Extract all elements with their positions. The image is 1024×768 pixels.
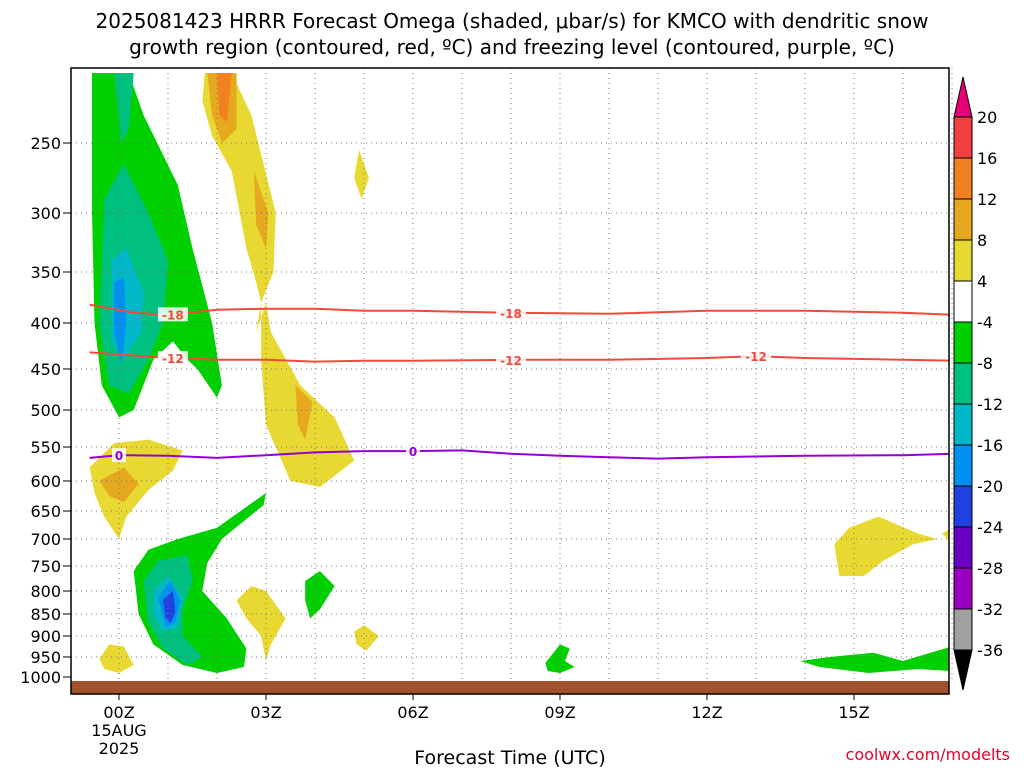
y-tick-label-850: 850	[30, 605, 61, 624]
colorbar-swatch--8	[953, 321, 973, 364]
contour-label--18-0: -18	[162, 308, 184, 322]
x-tick-label-06Z: 06Z	[397, 703, 428, 722]
colorbar-label--32: -32	[977, 600, 1003, 619]
colorbar-label-16: 16	[977, 149, 997, 168]
omega-region-4	[114, 277, 127, 365]
colorbar-label-20: 20	[977, 108, 997, 127]
y-tick-label-400: 400	[30, 314, 61, 333]
colorbar-label--12: -12	[977, 395, 1003, 414]
contour-label--12-1: -12	[500, 354, 522, 368]
y-tick-label-350: 350	[30, 263, 61, 282]
omega-region-21	[99, 644, 134, 673]
omega-region-20	[354, 625, 379, 651]
colorbar-label--24: -24	[977, 518, 1003, 537]
colorbar-label-4: 4	[977, 272, 987, 291]
colorbar-label-8: 8	[977, 231, 987, 250]
colorbar-label-12: 12	[977, 190, 997, 209]
colorbar-swatch--16	[953, 403, 973, 446]
y-axis-ticks: 250 300 350 400 450 500 550 600 650 700 750 800 850 9…	[20, 134, 71, 687]
x-tick-date: 15AUG	[91, 721, 146, 740]
contour-label-bg	[741, 349, 771, 364]
omega-region-23	[834, 516, 938, 576]
y-tick-label-250: 250	[30, 134, 61, 153]
colorbar-label--4: -4	[977, 313, 993, 332]
colorbar-swatch--20	[953, 444, 973, 487]
chart-title-line2: growth region (contoured, red, ºC) and f…	[129, 35, 895, 59]
omega-region-9	[295, 385, 313, 440]
contour-label--12-0: -12	[162, 352, 184, 366]
x-tick-year: 2025	[99, 739, 140, 758]
omega-region-19	[305, 571, 335, 619]
omega-region-7	[217, 73, 232, 122]
contour-label-bg	[406, 444, 420, 459]
contour-label-0-0: 0	[115, 449, 123, 463]
y-tick-label-900: 900	[30, 627, 61, 646]
omega-region-11	[89, 439, 183, 539]
colorbar-swatch--36	[953, 608, 973, 651]
omega-region-12	[99, 467, 139, 502]
x-tick-label-03Z: 03Z	[250, 703, 281, 722]
omega-region-18	[236, 586, 286, 661]
colorbar-label--20: -20	[977, 477, 1003, 496]
colorbar-swatch--24	[953, 485, 973, 528]
contour-lines: -18 -18 -12 -12 -12 0 0	[89, 303, 949, 463]
x-tick-label-12Z: 12Z	[691, 703, 722, 722]
omega-region-17	[163, 591, 176, 623]
y-tick-label-450: 450	[30, 360, 61, 379]
y-tick-label-550: 550	[30, 438, 61, 457]
omega-region-25	[800, 647, 949, 673]
colorbar-swatch-4	[953, 239, 973, 282]
contour-label-bg	[157, 307, 188, 322]
y-tick-label-700: 700	[30, 530, 61, 549]
omega-region-8	[253, 171, 269, 249]
contour-0	[89, 449, 949, 460]
colorbar-label--16: -16	[977, 436, 1003, 455]
y-tick-label-1000: 1000	[20, 668, 61, 687]
colorbar: 20 16 12 8 4 -4 -8 -12 -16 -20 -24 -28 -32 -36	[953, 76, 1003, 691]
colorbar-bottom-arrow	[953, 649, 973, 691]
plot-area	[71, 73, 949, 694]
x-tick-label-00Z: 00Z	[103, 703, 134, 722]
colorbar-swatch-16	[953, 116, 973, 159]
contour-label-bg	[496, 352, 526, 367]
y-tick-label-600: 600	[30, 472, 61, 491]
y-tick-label-300: 300	[30, 204, 61, 223]
y-tick-label-500: 500	[30, 401, 61, 420]
y-tick-label-750: 750	[30, 557, 61, 576]
contour-label--12-2: -12	[745, 350, 767, 364]
y-tick-label-800: 800	[30, 582, 61, 601]
contour-label-0-1: 0	[409, 445, 417, 459]
colorbar-swatch--32	[953, 567, 973, 610]
omega-region-10	[354, 150, 369, 199]
omega-region-5	[202, 73, 355, 487]
plot-frame	[70, 67, 950, 695]
chart-title-line1: 2025081423 HRRR Forecast Omega (shaded, …	[96, 9, 929, 33]
contour-label-bg	[496, 305, 526, 320]
grid-lines	[71, 68, 953, 681]
x-tick-label-15Z: 15Z	[838, 703, 869, 722]
x-axis-label: Forecast Time (UTC)	[414, 747, 605, 768]
colorbar-label--8: -8	[977, 354, 993, 373]
colorbar-top-arrow	[953, 76, 973, 118]
surface-band	[71, 681, 949, 694]
colorbar-swatch-12	[953, 157, 973, 200]
omega-region-24	[942, 529, 949, 539]
contour-label--18-1: -18	[500, 307, 522, 321]
colorbar-label--36: -36	[977, 641, 1003, 660]
colorbar-swatch--28	[953, 526, 973, 569]
colorbar-swatch-8	[953, 198, 973, 241]
colorbar-swatch--12	[953, 362, 973, 405]
y-tick-label-950: 950	[30, 648, 61, 667]
y-tick-label-650: 650	[30, 502, 61, 521]
colorbar-swatch--4	[953, 280, 973, 323]
omega-region-2	[114, 73, 134, 143]
contour-label-bg	[112, 448, 126, 463]
colorbar-label--28: -28	[977, 559, 1003, 578]
contour-label-bg	[157, 351, 188, 366]
x-tick-label-09Z: 09Z	[544, 703, 575, 722]
credit-link[interactable]: coolwx.com/modelts	[846, 745, 1010, 764]
